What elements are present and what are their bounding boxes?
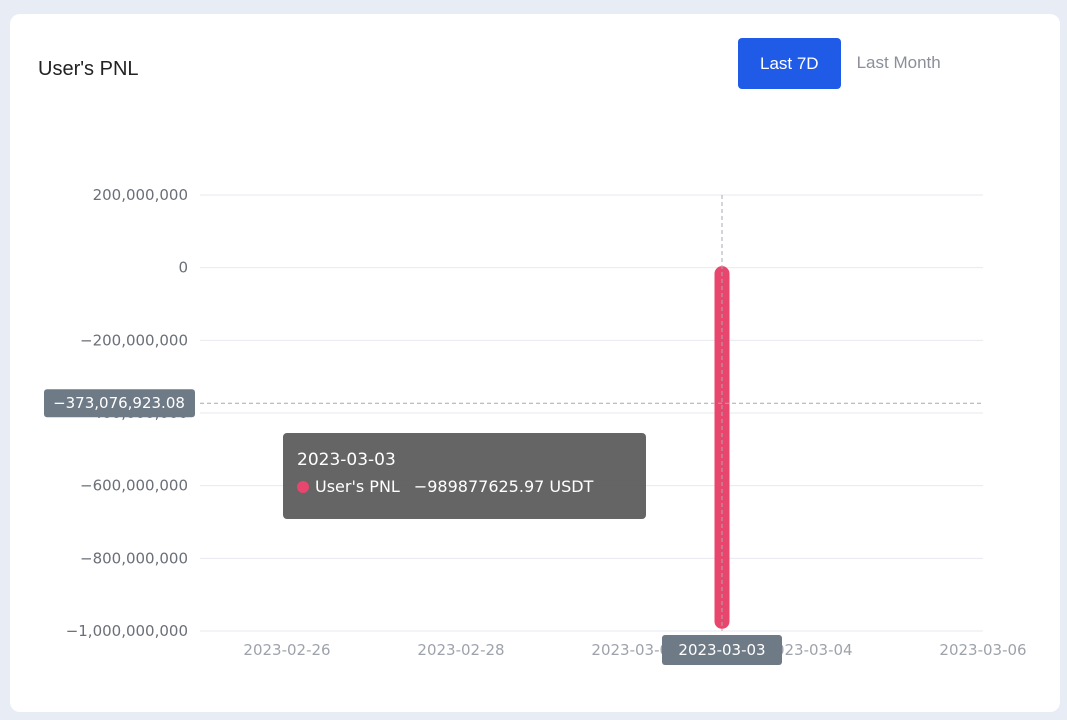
y-tick-label: −1,000,000,000	[66, 622, 188, 640]
y-tick-label: 0	[178, 259, 188, 277]
series-marker-icon	[297, 481, 309, 493]
tooltip-value: −989877625.97 USDT	[413, 477, 594, 496]
tooltip-row: User's PNL −989877625.97 USDT	[297, 476, 632, 498]
crosshair-x-label-box	[662, 635, 782, 665]
x-tick-label: 2023-02-28	[417, 641, 504, 659]
pnl-card: User's PNL Last 7D Last Month	[10, 14, 1060, 712]
range-tabs: Last 7D Last Month	[738, 38, 957, 89]
x-tick-label: 2023-03-04	[765, 641, 852, 659]
crosshair-y-label-box	[44, 389, 195, 418]
x-tick-label: 2023-03-06	[939, 641, 1026, 659]
crosshair-y-label: −373,076,923.08	[53, 394, 185, 412]
chart-tooltip: 2023-03-03 User's PNL −989877625.97 USDT	[283, 433, 646, 519]
x-tick-label: 2023-02-26	[243, 641, 330, 659]
y-tick-label: −600,000,000	[80, 477, 188, 495]
tab-last-7d[interactable]: Last 7D	[738, 38, 841, 89]
y-tick-label: −200,000,000	[80, 331, 188, 349]
y-tick-label: 200,000,000	[93, 186, 188, 204]
tooltip-date: 2023-03-03	[297, 450, 396, 470]
crosshair-x-label: 2023-03-03	[678, 641, 765, 659]
tooltip-series-label: User's PNL	[315, 477, 400, 496]
card-title: User's PNL	[38, 58, 139, 80]
y-tick-label: −800,000,000	[80, 549, 188, 567]
x-tick-label: 2023-03-02	[591, 641, 678, 659]
tab-last-month[interactable]: Last Month	[841, 37, 957, 88]
